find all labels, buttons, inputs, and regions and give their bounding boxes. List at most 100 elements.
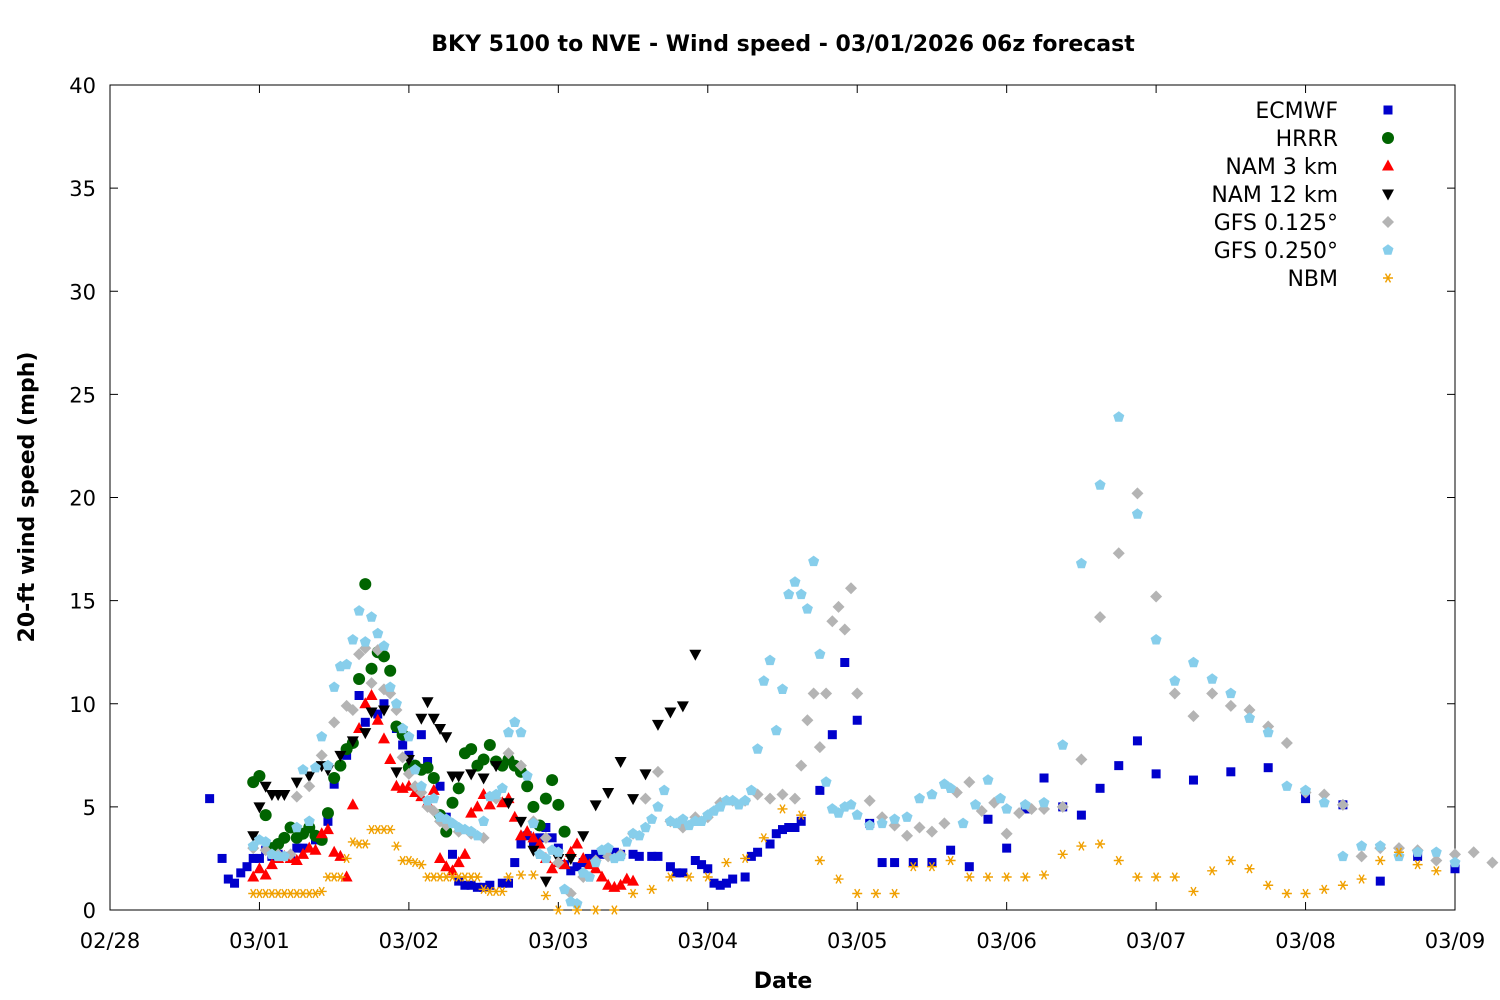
data-point — [628, 849, 638, 859]
data-point — [1076, 841, 1087, 851]
data-point — [615, 850, 627, 862]
data-point — [341, 658, 353, 670]
data-point — [1188, 886, 1199, 897]
data-point — [1151, 872, 1162, 882]
legend-label: NAM 12 km — [1211, 183, 1338, 208]
y-tick-label: 10 — [69, 693, 96, 717]
data-point — [764, 792, 777, 805]
data-point — [1225, 855, 1236, 866]
data-point — [360, 717, 370, 727]
legend-item: NAM 12 km — [1211, 183, 1394, 208]
data-point — [478, 815, 490, 826]
data-point — [342, 750, 352, 760]
data-point — [541, 823, 551, 832]
data-point — [646, 884, 657, 895]
data-point — [472, 882, 482, 892]
data-point — [365, 689, 378, 700]
data-point — [415, 780, 427, 791]
data-point — [745, 784, 757, 796]
data-point — [253, 769, 266, 782]
data-point — [845, 799, 857, 810]
data-point — [552, 856, 565, 869]
data-point — [852, 888, 863, 899]
data-point — [1095, 839, 1106, 849]
data-point — [516, 839, 526, 849]
legend-item: GFS 0.125° — [1214, 211, 1394, 236]
data-point — [1150, 634, 1162, 645]
x-tick-label: 03/05 — [827, 929, 888, 953]
data-point — [1169, 675, 1181, 686]
data-point — [514, 816, 527, 828]
data-point — [590, 905, 601, 915]
data-point — [446, 796, 459, 809]
data-point — [627, 794, 640, 806]
data-point — [827, 730, 837, 740]
legend-label: GFS 0.250° — [1214, 239, 1338, 264]
data-point — [527, 800, 540, 813]
data-point — [1263, 880, 1274, 890]
legend-item: ECMWF — [1255, 99, 1393, 124]
legend-marker — [1382, 244, 1394, 255]
data-point — [485, 880, 495, 890]
data-point — [1226, 767, 1236, 777]
data-point — [1206, 673, 1218, 684]
data-point — [651, 765, 664, 778]
y-tick-label: 35 — [69, 177, 96, 201]
data-point — [384, 681, 396, 692]
data-point — [259, 809, 272, 822]
data-point — [1132, 736, 1142, 746]
data-point — [982, 872, 993, 882]
legend: ECMWF HRRR NAM 3 km NAM 12 km GFS 0.125° GFS … — [1211, 99, 1394, 292]
data-point — [490, 761, 503, 773]
data-point — [1393, 847, 1404, 857]
data-point — [1300, 784, 1312, 796]
data-point — [465, 806, 478, 818]
data-point — [807, 687, 820, 700]
data-point — [901, 811, 913, 822]
y-axis-tick-labels: 0 5 10 15 20 25 30 35 40 — [69, 74, 96, 923]
data-point — [259, 781, 272, 793]
data-point — [758, 675, 770, 686]
x-tick-label: 03/09 — [1425, 929, 1486, 953]
data-point — [527, 817, 539, 829]
data-point — [715, 880, 725, 890]
data-point — [447, 849, 457, 859]
data-point — [709, 878, 719, 888]
data-point — [665, 872, 676, 882]
data-point — [514, 759, 527, 772]
x-tick-label: 03/04 — [678, 929, 739, 953]
data-point — [1262, 726, 1274, 738]
data-point — [347, 837, 358, 847]
data-point — [253, 802, 266, 814]
data-point — [328, 716, 341, 729]
legend-marker — [1383, 105, 1393, 115]
data-point — [833, 874, 844, 884]
data-point — [870, 888, 881, 899]
data-point — [365, 677, 378, 690]
data-point — [254, 853, 264, 863]
data-point — [278, 790, 291, 801]
data-point — [353, 648, 366, 661]
data-point — [479, 882, 489, 892]
data-point — [546, 862, 559, 874]
y-tick-label: 15 — [69, 590, 96, 614]
data-point — [396, 751, 409, 764]
data-point — [323, 816, 333, 826]
data-point — [652, 801, 664, 812]
legend-label: NBM — [1287, 267, 1338, 292]
data-point — [728, 874, 738, 884]
data-point — [1263, 763, 1273, 773]
data-point — [1281, 888, 1292, 899]
x-tick-label: 03/03 — [528, 929, 589, 953]
data-point — [1113, 855, 1124, 866]
data-point — [253, 862, 266, 874]
data-point — [1412, 846, 1424, 857]
data-point — [764, 654, 776, 666]
x-tick-label: 03/02 — [379, 929, 440, 953]
data-point — [815, 785, 825, 795]
data-point — [820, 776, 832, 787]
data-point — [236, 868, 246, 878]
data-point — [328, 772, 341, 784]
data-point — [397, 722, 409, 734]
data-point — [521, 780, 534, 793]
